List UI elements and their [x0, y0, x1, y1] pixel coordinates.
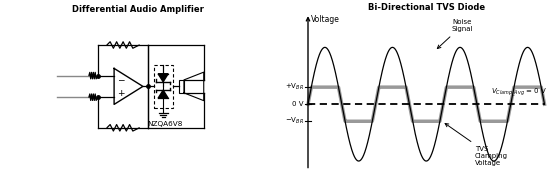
Bar — [179, 80, 184, 93]
Text: 0 V: 0 V — [293, 101, 304, 107]
Text: −: − — [117, 75, 125, 84]
Text: Voltage: Voltage — [311, 15, 340, 24]
Text: −V$_{BR}$: −V$_{BR}$ — [285, 116, 304, 126]
Text: +V$_{BR}$: +V$_{BR}$ — [285, 82, 304, 92]
Text: $V_{Clamp\_Avg}$ = 0 V: $V_{Clamp\_Avg}$ = 0 V — [491, 86, 547, 98]
Polygon shape — [158, 74, 168, 82]
Text: Noise
Signal: Noise Signal — [437, 19, 473, 49]
Bar — [153, 65, 173, 108]
Polygon shape — [158, 90, 168, 98]
Text: +: + — [117, 89, 125, 98]
Text: Bi-Directional TVS Diode: Bi-Directional TVS Diode — [368, 3, 485, 12]
Text: TVS
Clamping
Voltage: TVS Clamping Voltage — [445, 123, 508, 166]
Text: Differential Audio Amplifier: Differential Audio Amplifier — [72, 5, 204, 14]
Text: NZQA6V8: NZQA6V8 — [147, 121, 183, 127]
